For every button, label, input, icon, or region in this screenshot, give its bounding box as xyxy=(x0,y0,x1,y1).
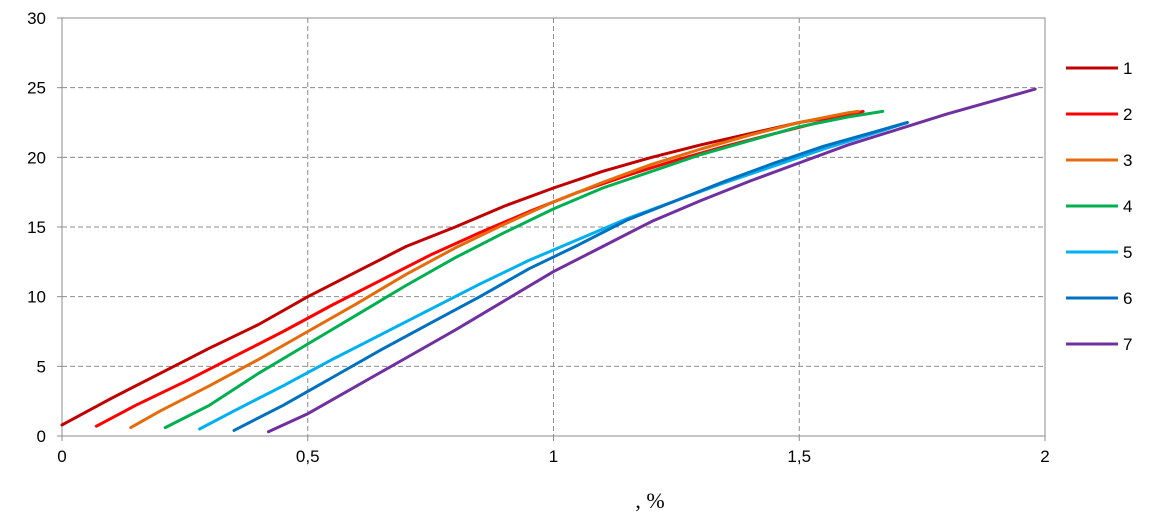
x-tick-label: 1 xyxy=(549,447,558,466)
y-tick-label: 15 xyxy=(27,218,46,237)
x-tick-label: 0 xyxy=(57,447,66,466)
series-line-6 xyxy=(232,121,909,432)
legend-label-4: 4 xyxy=(1123,197,1132,216)
x-tick-label: 0,5 xyxy=(296,447,320,466)
y-tick-label: 0 xyxy=(37,427,46,446)
legend-label-1: 1 xyxy=(1123,59,1132,78)
x-axis-label: , % xyxy=(635,488,664,513)
series-line-2 xyxy=(94,109,865,428)
legend: 1 2 3 4 5 6 7 xyxy=(1066,59,1132,354)
series-line-4 xyxy=(163,109,885,430)
x-tick-label: 1,5 xyxy=(787,447,811,466)
y-tick-label: 20 xyxy=(27,148,46,167)
legend-label-2: 2 xyxy=(1123,105,1132,124)
legend-label-3: 3 xyxy=(1123,151,1132,170)
y-tick-label: 30 xyxy=(27,9,46,28)
series-line-7 xyxy=(266,87,1037,434)
series-line-5 xyxy=(198,121,909,431)
series-group xyxy=(60,87,1037,434)
grid xyxy=(62,17,1046,436)
y-tick-label: 25 xyxy=(27,79,46,98)
legend-label-7: 7 xyxy=(1123,335,1132,354)
legend-label-6: 6 xyxy=(1123,289,1132,308)
series-line-1 xyxy=(60,112,850,427)
series-line-3 xyxy=(129,109,860,430)
y-tick-label: 10 xyxy=(27,288,46,307)
legend-label-5: 5 xyxy=(1123,243,1132,262)
y-tick-label: 5 xyxy=(37,357,46,376)
x-tick-label: 2 xyxy=(1040,447,1049,466)
